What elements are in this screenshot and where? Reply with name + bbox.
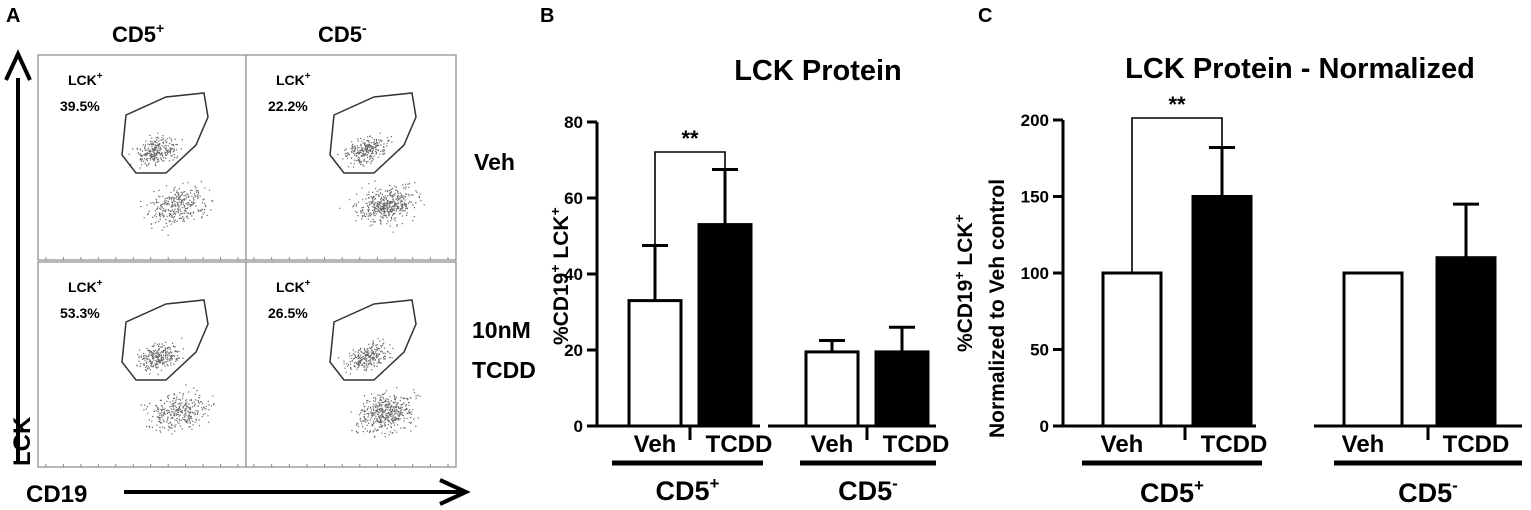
y-tick-label: 20 (564, 341, 583, 360)
y-tick-label: 0 (574, 417, 583, 436)
y-tick-label: 200 (1021, 111, 1049, 130)
gate-polygon (121, 299, 209, 381)
chart-c-y-axis-label-line1: %CD19+ LCK+ (951, 214, 977, 352)
bar-veh-0 (627, 299, 683, 428)
category-label: TCDD (1201, 431, 1268, 458)
flow-scatter (337, 132, 400, 168)
gate-polygon (121, 92, 209, 174)
flow-plot-2: LCK+ 53.3% (37, 261, 247, 468)
group-label: CD5- (838, 474, 898, 506)
flow-plot-frame (245, 54, 457, 261)
significance-bracket (1131, 117, 1223, 273)
chart-c-title: LCK Protein - Normalized (1125, 53, 1475, 85)
y-tick-label: 40 (564, 265, 583, 284)
cd19-axis-label: CD19 (26, 481, 87, 508)
category-label: Veh (811, 431, 854, 458)
gate-name-label: LCK+ (276, 71, 311, 88)
flow-plot-0: LCK+ 39.5% (37, 54, 247, 261)
category-label: TCDD (706, 431, 773, 458)
y-tick-label: 80 (564, 113, 583, 132)
chart-c: 0 50 100 150 200 Veh TCDD Veh TCDD CD5+ CD5- ** %CD1… (951, 92, 1522, 508)
flow-scatter (128, 132, 183, 169)
gate-percentage: 39.5% (60, 98, 100, 114)
lck-axis-label: LCK (9, 416, 36, 466)
row-header-veh: Veh (474, 149, 515, 175)
gate-name-label: LCK+ (276, 278, 311, 295)
gate-name-label: LCK+ (68, 71, 103, 88)
panel-c-letter: C (978, 5, 992, 27)
flow-plot-frame (37, 261, 247, 468)
col-header-cd5-positive: CD5+ (112, 20, 164, 47)
flow-scatter (136, 337, 184, 376)
y-tick-label: 100 (1021, 264, 1049, 283)
chart-b: 0 20 40 60 80 Veh TCDD Veh TCDD CD5+ CD5- ** %CD19+ … (547, 113, 949, 506)
significance-bracket (654, 151, 726, 246)
row-header-tcdd: TCDD (472, 357, 536, 383)
gate-percentage: 26.5% (268, 305, 308, 321)
flow-plot-1: LCK+ 22.2% (245, 54, 457, 261)
flow-scatter (339, 180, 425, 233)
lck-axis-arrow (4, 49, 32, 462)
flow-scatter (350, 387, 421, 438)
category-label: TCDD (1443, 431, 1510, 458)
group-label: CD5+ (1140, 476, 1204, 508)
bar-tcdd-1 (697, 223, 753, 428)
panel-b-letter: B (540, 5, 554, 27)
chart-c-y-axis-label-line2: Normalized to Veh control (986, 179, 1009, 438)
y-tick-label: 50 (1030, 341, 1049, 360)
cd19-axis-arrow (124, 478, 471, 506)
bar-veh-0 (1101, 271, 1163, 428)
significance-label: ** (1168, 92, 1186, 117)
category-label: TCDD (883, 431, 950, 458)
bar-tcdd-3 (874, 350, 930, 428)
bar-tcdd-1 (1191, 195, 1253, 428)
panel-a-letter: A (6, 5, 20, 27)
y-tick-label: 60 (564, 189, 583, 208)
y-tick-label: 150 (1021, 188, 1049, 207)
category-label: Veh (634, 431, 677, 458)
category-label: Veh (1101, 431, 1144, 458)
panel-a-flow-cytometry: A CD5+ CD5- Veh 10nM TCDD LCK CD19 LCK+ 3… (4, 5, 536, 508)
flow-plots: LCK+ 39.5% LCK+ 22.2% LCK+ 53.3% LCK+ 26.5% (37, 54, 457, 468)
flow-scatter (140, 384, 215, 435)
col-header-cd5-negative: CD5- (318, 20, 367, 47)
chart-b-title: LCK Protein (734, 55, 902, 87)
group-label: CD5+ (656, 474, 720, 506)
chart-b-y-axis-label: %CD19+ LCK+ (547, 207, 573, 345)
panel-b-lck-protein: B LCK Protein 0 20 40 60 80 Veh TCDD Veh TCDD CD5… (540, 5, 949, 506)
category-label: Veh (1342, 431, 1385, 458)
flow-scatter (338, 338, 394, 375)
bar-veh-2 (804, 350, 860, 428)
panel-c-lck-protein-normalized: C LCK Protein - Normalized 0 50 100 150 200 V… (951, 5, 1522, 508)
flow-plot-3: LCK+ 26.5% (245, 261, 457, 468)
flow-scatter (140, 181, 214, 236)
gate-percentage: 53.3% (60, 305, 100, 321)
flow-plot-frame (37, 54, 247, 261)
gate-name-label: LCK+ (68, 278, 103, 295)
gate-polygon (329, 92, 417, 174)
bar-veh-2 (1342, 271, 1404, 428)
row-header-10nm: 10nM (472, 317, 531, 343)
bar-tcdd-3 (1435, 256, 1497, 428)
gate-polygon (329, 299, 417, 381)
gate-percentage: 22.2% (268, 98, 308, 114)
y-tick-label: 0 (1040, 417, 1049, 436)
significance-label: ** (681, 126, 699, 151)
group-label: CD5- (1398, 476, 1458, 508)
